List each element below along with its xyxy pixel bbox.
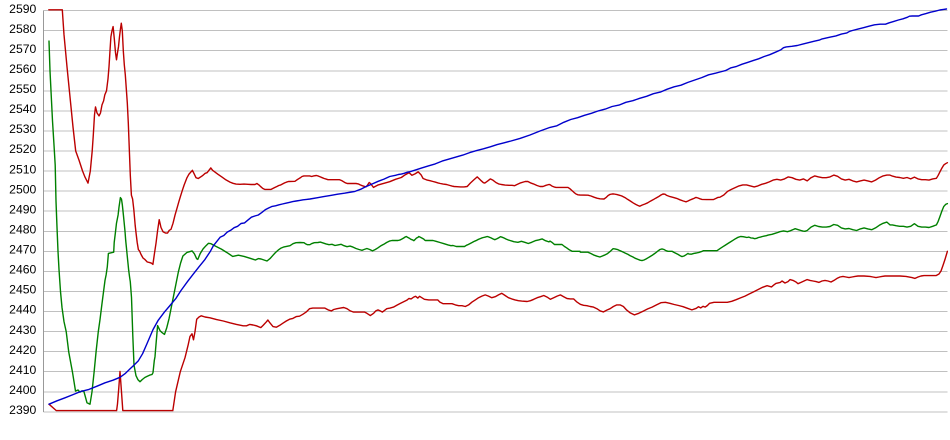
svg-text:2390: 2390: [9, 403, 36, 417]
svg-text:2580: 2580: [9, 22, 36, 36]
svg-text:2450: 2450: [9, 283, 36, 297]
svg-text:2410: 2410: [9, 363, 36, 377]
svg-text:2500: 2500: [9, 182, 36, 196]
svg-text:2530: 2530: [9, 122, 36, 136]
svg-text:2570: 2570: [9, 42, 36, 56]
svg-text:2460: 2460: [9, 263, 36, 277]
svg-text:2470: 2470: [9, 243, 36, 257]
svg-text:2520: 2520: [9, 142, 36, 156]
svg-text:2400: 2400: [9, 383, 36, 397]
svg-text:2420: 2420: [9, 343, 36, 357]
svg-text:2510: 2510: [9, 162, 36, 176]
svg-text:2590: 2590: [9, 2, 36, 16]
svg-text:2540: 2540: [9, 102, 36, 116]
svg-text:2440: 2440: [9, 303, 36, 317]
svg-text:2560: 2560: [9, 62, 36, 76]
svg-text:2480: 2480: [9, 222, 36, 236]
svg-text:2550: 2550: [9, 82, 36, 96]
svg-text:2490: 2490: [9, 202, 36, 216]
svg-text:2430: 2430: [9, 323, 36, 337]
